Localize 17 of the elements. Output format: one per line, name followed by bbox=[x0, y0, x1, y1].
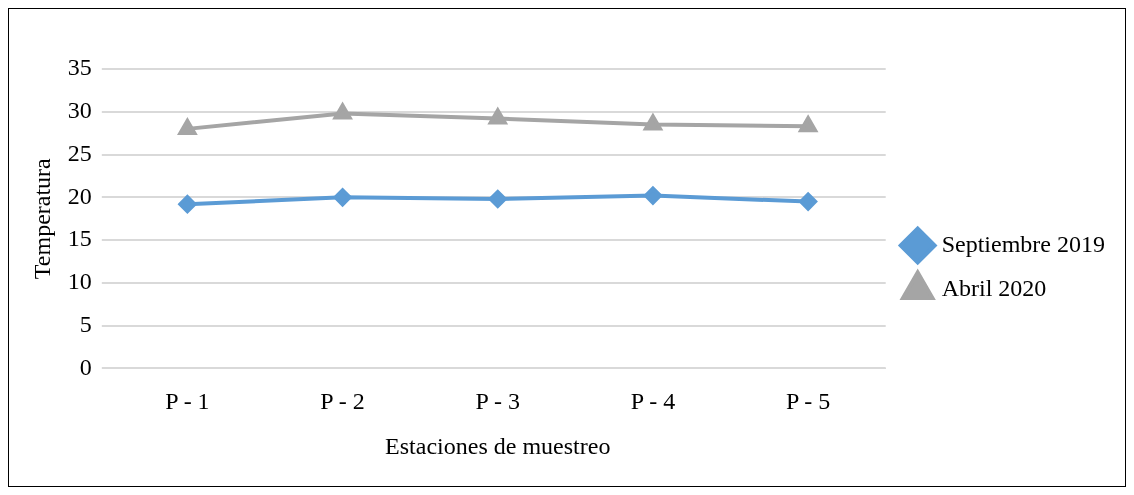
x-tick-label: P - 5 bbox=[785, 388, 831, 415]
y-tick-label: 10 bbox=[67, 268, 92, 295]
y-tick-label: 20 bbox=[67, 182, 92, 209]
x-tick-label: P - 3 bbox=[475, 388, 520, 415]
x-tick-label: P - 4 bbox=[630, 388, 676, 415]
legend-label: Abril 2020 bbox=[941, 274, 1047, 301]
y-axis-title: Temperatura bbox=[28, 157, 55, 280]
y-tick-label: 25 bbox=[67, 139, 92, 166]
legend-label: Septiembre 2019 bbox=[941, 230, 1106, 257]
y-tick-label: 0 bbox=[79, 353, 92, 380]
x-axis-title: Estaciones de muestreo bbox=[385, 432, 611, 459]
y-tick-label: 35 bbox=[67, 54, 92, 81]
y-tick-label: 30 bbox=[67, 97, 92, 124]
x-tick-label: P - 2 bbox=[320, 388, 365, 415]
x-tick-label: P - 1 bbox=[165, 388, 210, 415]
y-tick-label: 15 bbox=[67, 225, 92, 252]
y-tick-label: 5 bbox=[79, 310, 92, 337]
